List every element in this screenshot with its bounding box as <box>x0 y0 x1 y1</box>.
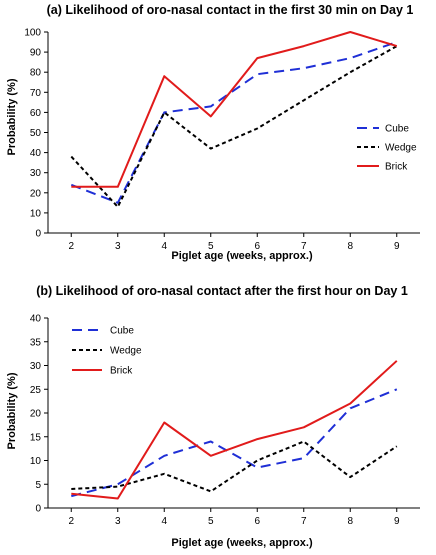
y-tick-label: 10 <box>30 456 42 467</box>
series-line-wedge <box>70 45 398 208</box>
y-tick-label: 50 <box>30 128 42 139</box>
legend-label-wedge: Wedge <box>385 143 417 154</box>
panel-b-x-axis-label: Piglet age (weeks, approx.) <box>171 537 313 549</box>
y-tick-label: 35 <box>30 337 42 348</box>
x-tick-label: 7 <box>301 241 307 252</box>
x-tick-label: 5 <box>208 516 214 527</box>
y-tick-label: 10 <box>30 208 42 219</box>
legend-label-brick: Brick <box>385 162 408 173</box>
y-tick-label: 25 <box>30 385 42 396</box>
legend-label-brick: Brick <box>110 366 133 377</box>
y-tick-label: 15 <box>30 432 42 443</box>
x-tick-label: 8 <box>347 516 353 527</box>
panel-a-x-axis-label: Piglet age (weeks, approx.) <box>171 250 313 262</box>
series-line-brick <box>71 31 398 188</box>
x-tick-label: 8 <box>347 241 353 252</box>
y-tick-label: 0 <box>35 229 41 240</box>
x-tick-label: 2 <box>68 241 74 252</box>
y-tick-label: 20 <box>30 188 42 199</box>
y-tick-label: 80 <box>30 68 42 79</box>
panel-b-y-axis-label: Probability (%) <box>6 372 18 449</box>
x-tick-label: 4 <box>161 516 167 527</box>
series-line-brick <box>71 360 398 500</box>
panel-b: (b) Likelihood of oro-nasal contact afte… <box>6 284 420 549</box>
x-tick-label: 2 <box>68 516 74 527</box>
y-tick-label: 70 <box>30 88 42 99</box>
y-tick-label: 40 <box>30 148 42 159</box>
x-tick-label: 3 <box>115 241 121 252</box>
y-tick-label: 30 <box>30 168 42 179</box>
y-tick-label: 30 <box>30 361 42 372</box>
x-tick-label: 9 <box>394 241 400 252</box>
panel-a-y-axis-label: Probability (%) <box>6 78 18 155</box>
y-tick-label: 20 <box>30 409 42 420</box>
y-tick-label: 100 <box>24 28 41 39</box>
x-tick-label: 4 <box>161 241 167 252</box>
y-tick-label: 90 <box>30 48 42 59</box>
legend-label-wedge: Wedge <box>110 346 142 357</box>
x-tick-label: 5 <box>208 241 214 252</box>
x-tick-label: 9 <box>394 516 400 527</box>
panel-a-title: (a) Likelihood of oro-nasal contact in t… <box>47 3 414 17</box>
legend-label-cube: Cube <box>110 326 134 337</box>
y-tick-label: 40 <box>30 314 42 325</box>
series-line-cube <box>71 388 398 498</box>
x-tick-label: 3 <box>115 516 121 527</box>
y-tick-label: 0 <box>35 504 41 515</box>
panel-b-title: (b) Likelihood of oro-nasal contact afte… <box>36 284 408 298</box>
series-line-cube <box>70 41 398 204</box>
x-tick-label: 6 <box>254 516 260 527</box>
x-tick-label: 7 <box>301 516 307 527</box>
y-tick-label: 60 <box>30 108 42 119</box>
x-tick-label: 6 <box>254 241 260 252</box>
y-tick-label: 5 <box>35 480 41 491</box>
panel-a: (a) Likelihood of oro-nasal contact in t… <box>6 3 420 262</box>
legend-label-cube: Cube <box>385 124 409 135</box>
